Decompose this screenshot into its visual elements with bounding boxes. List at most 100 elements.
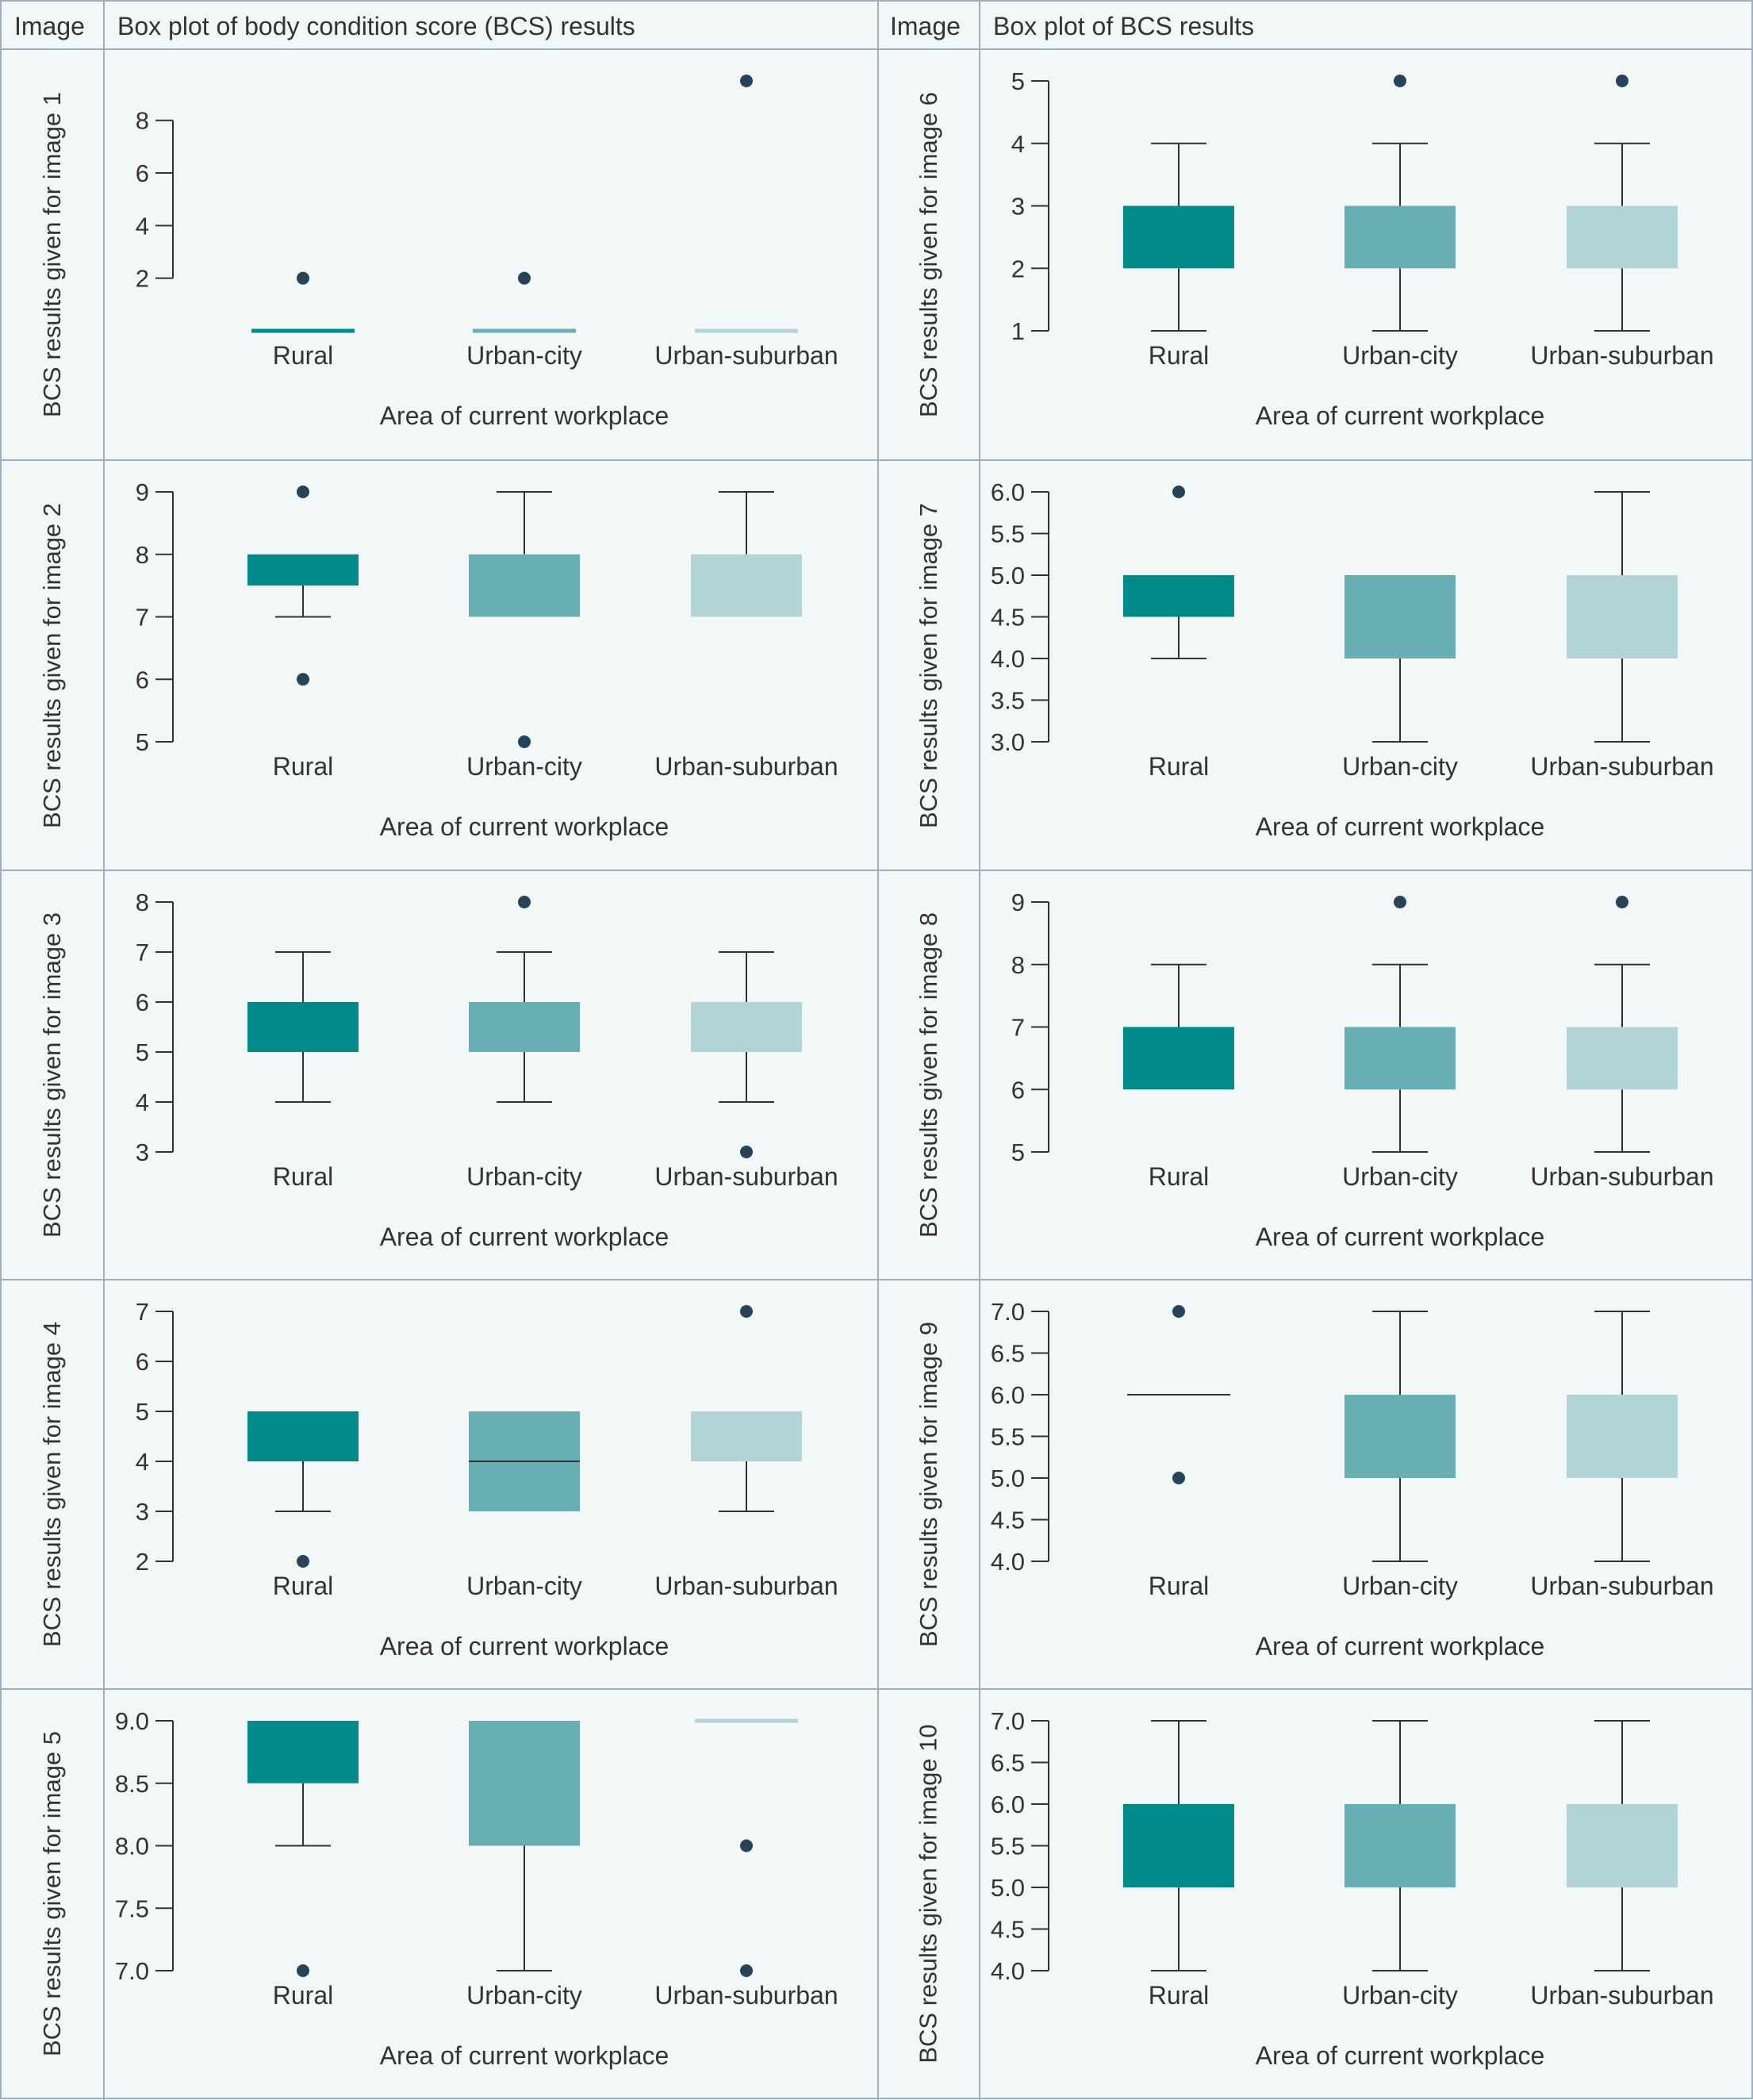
x-category-label: Urban-suburban <box>654 341 838 370</box>
y-tick-label: 8 <box>136 889 149 916</box>
box-urban-city <box>469 1411 580 1511</box>
box-plot-image-9: 4.0 4.5 5.0 5.5 6.0 6.5 7.0 Rural Urban-city Urba… <box>980 1280 1752 1689</box>
y-tick-label: 4.5 <box>991 1916 1025 1944</box>
y-tick-label: 8.5 <box>115 1770 149 1798</box>
y-tick-label: 2 <box>1011 255 1025 282</box>
x-axis-label: Area of current workplace <box>380 1632 669 1660</box>
outlier-point <box>1616 75 1628 87</box>
y-tick-label: 9.0 <box>115 1707 149 1735</box>
y-tick-label: 4 <box>136 1448 149 1476</box>
y-axis-label: BCS results given for image 6 <box>915 91 943 418</box>
box-iqr <box>1567 205 1678 269</box>
x-category-label: Rural <box>1149 1162 1209 1191</box>
y-tick-label: 5.5 <box>991 1833 1025 1860</box>
y-tick-label: 7 <box>136 939 149 966</box>
box-plot-image-6: 1 2 3 4 5 Rural Urban-city Urban-suburban Area o… <box>980 49 1752 460</box>
y-tick-label: 5 <box>136 1038 149 1066</box>
outlier-point <box>740 1964 753 1977</box>
x-category-label: Rural <box>1149 752 1209 781</box>
box-iqr <box>247 1002 359 1052</box>
y-tick-label: 6.0 <box>991 1381 1025 1409</box>
y-tick-label: 7 <box>136 604 149 632</box>
box-plot-image-1: 2 4 6 8 Rural Urban-city Urban-suburban Area of… <box>104 49 878 460</box>
box-iqr <box>247 1721 359 1783</box>
box-urban-suburban <box>691 1305 802 1512</box>
box-iqr <box>1567 1027 1678 1090</box>
y-tick-label: 5.0 <box>991 562 1025 589</box>
x-category-label: Urban-suburban <box>654 1981 838 2010</box>
outlier-point <box>1172 1305 1185 1318</box>
outlier-point <box>1172 1472 1185 1484</box>
y-axis-label: BCS results given for image 5 <box>38 1730 67 2057</box>
box-plot-svg: 3 4 5 6 7 8 Rural Urban-city Urban-suburban Area … <box>136 889 838 1251</box>
y-tick-label: 3 <box>1011 193 1025 221</box>
y-tick-label: 8 <box>136 541 149 569</box>
y-tick-label: 4 <box>136 212 149 240</box>
y-axis-label-cell: BCS results given for image 9 <box>878 1280 980 1689</box>
y-tick-label: 5.5 <box>991 1423 1025 1451</box>
outlier-point <box>740 1305 753 1318</box>
x-category-label: Urban-city <box>1342 752 1458 781</box>
x-category-label: Urban-suburban <box>654 1572 838 1600</box>
y-tick-label: 4.5 <box>991 604 1025 632</box>
box-iqr <box>1344 1027 1456 1090</box>
y-tick-label: 5.0 <box>991 1465 1025 1492</box>
y-tick-label: 7.5 <box>115 1895 149 1922</box>
box-rural <box>1127 1305 1230 1484</box>
y-tick-label: 6 <box>136 1348 149 1376</box>
box-iqr <box>1344 1804 1456 1887</box>
box-rural <box>1123 142 1234 332</box>
box-plot-svg: 1 2 3 4 5 Rural Urban-city Urban-suburban Area o… <box>1011 67 1714 430</box>
y-tick-label: 4.0 <box>991 645 1025 673</box>
y-tick-label: 4.0 <box>991 1548 1025 1576</box>
y-axis-label-cell: BCS results given for image 5 <box>1 1689 104 2098</box>
y-tick-label: 4 <box>136 1088 149 1116</box>
x-category-label: Rural <box>273 1572 333 1600</box>
y-tick-label: 4.5 <box>991 1507 1025 1534</box>
x-category-label: Rural <box>273 341 333 370</box>
y-tick-label: 4.0 <box>991 1957 1025 1985</box>
y-tick-label: 5 <box>136 1398 149 1426</box>
outlier-point <box>740 1146 753 1158</box>
box-iqr <box>469 1002 580 1052</box>
box-plot-image-7: 3.0 3.5 4.0 4.5 5.0 5.5 6.0 Rural Urban-city Urba… <box>980 460 1752 870</box>
box-urban-city <box>469 491 580 748</box>
y-tick-label: 7.0 <box>991 1707 1025 1735</box>
y-tick-label: 6.5 <box>991 1340 1025 1368</box>
box-iqr <box>1344 205 1456 269</box>
y-axis-label-cell: BCS results given for image 6 <box>878 49 980 460</box>
box-plot-svg: 5 6 7 8 9 Rural Urban-city Urban-suburban Area o… <box>136 478 838 841</box>
y-tick-label: 3 <box>136 1138 149 1166</box>
box-plot-image-4: 2 3 4 5 6 7 Rural Urban-city Urban-suburban Area … <box>104 1280 878 1689</box>
y-axis-label-cell: BCS results given for image 10 <box>878 1689 980 2098</box>
box-plot-image-10: 4.0 4.5 5.0 5.5 6.0 6.5 7.0 Rural Urban-city Urba… <box>980 1689 1752 2098</box>
y-tick-label: 2 <box>136 265 149 293</box>
box-urban-city <box>1344 1311 1456 1562</box>
x-category-label: Urban-city <box>1342 341 1458 370</box>
x-category-label: Urban-city <box>466 1572 582 1600</box>
box-plot-svg: 4.0 4.5 5.0 5.5 6.0 6.5 7.0 Rural Urban-city Urba… <box>991 1298 1714 1660</box>
outlier-point <box>297 1555 309 1568</box>
x-category-label: Rural <box>273 1162 333 1191</box>
outlier-point <box>1616 896 1628 908</box>
box-iqr <box>247 1411 359 1461</box>
x-axis-label: Area of current workplace <box>380 2041 669 2070</box>
outlier-point <box>1394 75 1406 87</box>
box-iqr <box>1344 575 1456 658</box>
box-urban-city <box>473 271 576 333</box>
x-category-label: Urban-suburban <box>654 1162 838 1191</box>
box-urban-suburban <box>1567 75 1678 332</box>
box-iqr <box>1123 1027 1234 1090</box>
x-category-label: Urban-suburban <box>1530 1572 1713 1600</box>
y-tick-label: 8 <box>136 107 149 135</box>
outlier-point <box>518 896 531 908</box>
y-tick-label: 6.0 <box>991 478 1025 506</box>
y-tick-label: 5.5 <box>991 520 1025 548</box>
outlier-point <box>518 735 531 748</box>
box-rural <box>1123 1720 1234 1971</box>
box-rural <box>247 1721 359 1977</box>
y-tick-label: 5 <box>1011 67 1025 95</box>
x-category-label: Urban-city <box>466 1981 582 2010</box>
box-urban-city <box>1344 896 1456 1153</box>
